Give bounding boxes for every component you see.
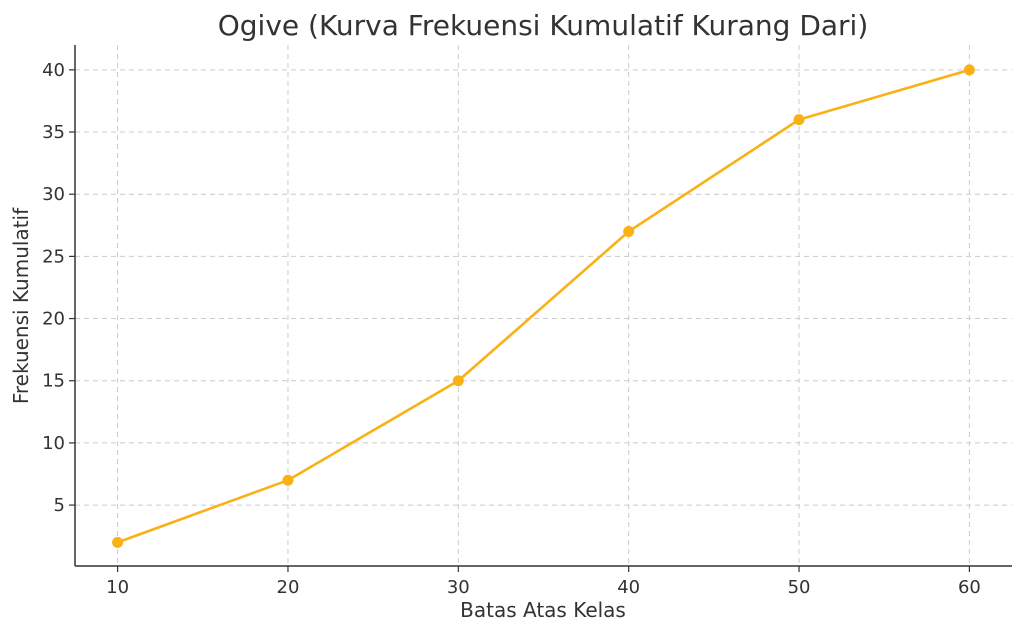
y-tick-label: 40: [42, 60, 65, 81]
chart-title: Ogive (Kurva Frekuensi Kumulatif Kurang …: [218, 9, 869, 42]
x-axis-label: Batas Atas Kelas: [460, 598, 626, 622]
grid-lines: [75, 45, 1012, 566]
axis-ticks: 10 20 30 40 50 60 5 10 15 20 25 30 35 40: [42, 60, 981, 598]
data-point: [452, 375, 464, 387]
data-point: [112, 536, 124, 548]
y-axis-label: Frekuensi Kumulatif: [9, 207, 33, 404]
data-point: [623, 226, 635, 238]
y-tick-label: 30: [42, 184, 65, 205]
x-tick-label: 40: [617, 577, 640, 598]
x-tick-label: 60: [958, 577, 981, 598]
y-tick-label: 35: [42, 122, 65, 143]
x-tick-label: 30: [447, 577, 470, 598]
y-tick-label: 10: [42, 433, 65, 454]
y-tick-label: 20: [42, 309, 65, 330]
data-point: [282, 474, 294, 486]
x-tick-label: 10: [106, 577, 129, 598]
series-line: [117, 68, 970, 544]
y-tick-label: 5: [54, 495, 65, 516]
y-tick-label: 25: [42, 246, 65, 267]
y-tick-label: 15: [42, 371, 65, 392]
x-tick-label: 20: [277, 577, 300, 598]
data-point: [793, 114, 805, 126]
series-layer: [112, 64, 975, 548]
x-tick-label: 50: [788, 577, 811, 598]
data-point: [963, 64, 975, 76]
